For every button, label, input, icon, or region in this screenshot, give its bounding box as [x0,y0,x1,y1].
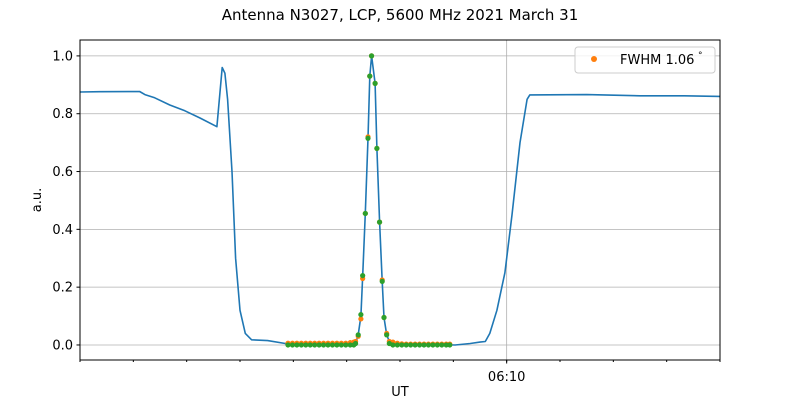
series-2-point [439,342,445,348]
legend-label-degree: ° [698,51,703,61]
y-tick-label: 0.8 [52,107,73,122]
series-2-point [303,342,309,348]
series-2-point [430,342,436,348]
series-2-point [289,342,296,348]
series-2-point [408,342,414,348]
series-2-point [320,342,327,348]
series-2-point [381,314,387,321]
x-axis: 06:10 [79,360,721,385]
series-line [79,55,721,346]
legend-box [574,46,716,74]
series-2-point [316,342,322,348]
series-2-point [312,342,318,348]
legend-label-fwhm: FWHM 1.06 [620,53,694,68]
series-2-point [329,342,336,348]
series-2-point [403,342,409,348]
y-tick-label: 0.6 [52,165,73,180]
plot-area [79,53,721,348]
y-tick-label: 0.2 [52,281,73,296]
chart-title: Antenna N3027, LCP, 5600 MHz 2021 March … [222,6,579,24]
legend: FWHM 1.06 ° [574,46,716,74]
series-2-point [390,342,396,348]
y-tick-label: 0.0 [52,338,73,353]
x-axis-label: UT [391,385,409,400]
series-2-point [367,73,373,79]
series-2-point [365,135,371,141]
series-2-point [412,342,418,348]
series-2-point [443,342,449,348]
series-2-point [372,80,378,86]
series-2-point [362,210,368,217]
series-2-point [379,278,385,284]
series-2-point [352,340,359,347]
series-2-point [416,342,423,348]
y-tick-label: 1.0 [52,49,73,64]
series-2-point [325,342,331,348]
series-2-point [384,332,390,338]
series-2-point [307,342,313,348]
series-2-point [421,342,427,348]
x-tick-label: 06:10 [488,370,525,385]
series-2-point [425,342,432,348]
legend-marker-fwhm [591,56,597,62]
series-2-point [394,342,400,348]
series-2-point [355,332,361,338]
series-2-point [334,342,340,348]
series-2-point [399,342,405,348]
series-2-point [376,219,383,225]
series-2-point [374,145,380,152]
axes-frame [79,39,721,361]
series-2-point [434,342,440,348]
series-2-point [368,53,375,59]
series-2-point [347,342,353,348]
series-2-point [343,342,349,348]
series-2-point [447,342,453,348]
series-1-point [358,316,364,322]
y-axis: 0.0 0.2 0.4 0.6 0.8 1.0 [52,49,80,353]
y-axis-label: a.u. [30,188,45,212]
grid [80,40,720,360]
series-2-point [358,312,364,318]
series-2-point [338,342,344,348]
y-tick-label: 0.4 [52,223,73,238]
series-2-point [285,342,291,348]
series-2-point [360,272,366,279]
series-2-point [298,342,304,348]
series-2-point [294,342,300,348]
